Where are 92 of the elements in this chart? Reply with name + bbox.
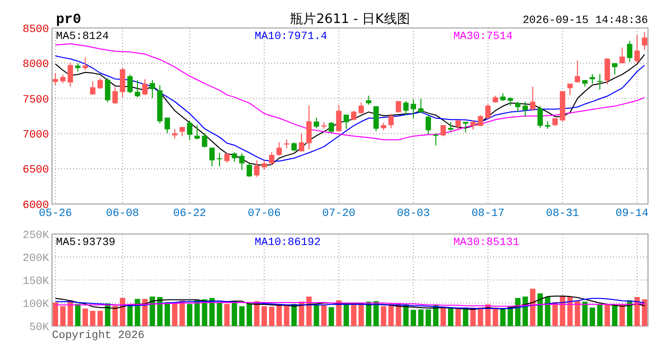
x-tick-label: 08-17 xyxy=(471,208,504,220)
y-tick-label: 6500 xyxy=(22,164,49,177)
candlestick xyxy=(590,74,596,84)
candlestick xyxy=(68,62,74,88)
candlestick xyxy=(232,152,238,162)
candlestick xyxy=(134,80,140,98)
text: 2026-09-15 14:48:36 xyxy=(522,15,648,27)
candlestick xyxy=(418,98,424,114)
candlestick xyxy=(626,40,632,63)
candlestick xyxy=(164,117,170,134)
candlestick xyxy=(120,68,126,98)
candlestick xyxy=(470,120,476,130)
candlestick xyxy=(612,62,618,76)
candlestick xyxy=(239,152,245,170)
candlestick xyxy=(642,31,648,50)
candlestick xyxy=(485,104,491,120)
candlestick xyxy=(209,147,215,167)
x-tick-label: 06-22 xyxy=(173,208,206,220)
y-tick-label: 150K xyxy=(22,276,50,288)
candlestick xyxy=(202,132,208,148)
candlestick xyxy=(52,72,58,86)
candlestick xyxy=(298,132,304,152)
candlestick xyxy=(112,86,118,105)
y-tick-label: 250K xyxy=(22,230,50,242)
candlestick xyxy=(336,104,342,132)
candlestick xyxy=(604,58,610,86)
series-label: MA5:8124 xyxy=(56,31,110,43)
annotation: pr0 xyxy=(56,12,82,28)
candlestick xyxy=(172,128,178,139)
candlestick xyxy=(410,98,416,119)
candlestick xyxy=(597,74,603,90)
candlestick xyxy=(366,95,372,106)
candlestick xyxy=(426,114,431,135)
candlestick xyxy=(306,105,312,150)
candlestick xyxy=(351,110,356,121)
candlestick xyxy=(634,34,640,64)
candlestick xyxy=(216,152,222,167)
candlestick xyxy=(314,117,320,129)
candlestick xyxy=(254,160,260,178)
y-tick-label: 200K xyxy=(22,252,50,265)
text: Copyright 2026 xyxy=(52,330,144,342)
candlestick xyxy=(142,78,148,96)
candlestick xyxy=(567,83,573,96)
candlestick xyxy=(440,124,446,137)
candlestick xyxy=(396,100,402,113)
y-tick-label: 7500 xyxy=(22,94,49,106)
candlestick xyxy=(104,78,110,103)
y-tick-label: 8000 xyxy=(22,59,49,72)
text: MA10:7971.4 xyxy=(254,31,328,43)
chart-title: 瓶片2611 - 日K线图 xyxy=(290,12,410,27)
x-tick-label: 07-20 xyxy=(322,208,356,220)
x-tick-label: 06-08 xyxy=(106,208,140,220)
candlestick xyxy=(262,160,267,170)
y-tick-label: 8500 xyxy=(22,24,49,36)
candlestick xyxy=(537,106,543,128)
x-tick-label: 09-14 xyxy=(615,208,649,220)
candlestick xyxy=(291,142,297,152)
candlestick xyxy=(388,113,394,129)
candlestick xyxy=(224,153,230,164)
candlestick xyxy=(478,114,484,127)
x-tick-label: 08-03 xyxy=(396,208,430,220)
text: MA30:85131 xyxy=(453,237,520,249)
text: MA10:86192 xyxy=(254,237,321,249)
candlestick xyxy=(358,102,364,114)
candlestick xyxy=(90,80,96,95)
candlestick xyxy=(328,122,334,133)
candlestick xyxy=(150,80,156,99)
y-tick-label: 7000 xyxy=(22,129,49,142)
y-tick-label: 100K xyxy=(22,298,50,311)
candlestick xyxy=(522,101,528,118)
candlestick xyxy=(269,152,274,166)
candlestick xyxy=(186,120,192,141)
x-tick-label: 07-06 xyxy=(248,208,281,220)
candlestick xyxy=(97,78,103,90)
candlestick xyxy=(574,60,580,84)
candlestick xyxy=(82,57,88,71)
candlestick xyxy=(194,124,200,140)
candlestick xyxy=(530,86,536,112)
candlestick xyxy=(403,100,409,116)
candlestick xyxy=(344,114,349,130)
candlestick xyxy=(284,138,290,149)
y-tick-label: 50K xyxy=(29,322,50,334)
x-tick-label: 08-31 xyxy=(546,208,580,220)
candlestick xyxy=(127,74,133,94)
candlestick xyxy=(246,162,252,178)
candlestick xyxy=(373,106,379,132)
text: MA30:7514 xyxy=(453,31,514,43)
candlestick xyxy=(620,47,625,64)
candlestick xyxy=(433,132,438,146)
candlestick xyxy=(515,101,520,113)
candlestick xyxy=(276,142,282,156)
text: MA5:93739 xyxy=(56,237,116,249)
